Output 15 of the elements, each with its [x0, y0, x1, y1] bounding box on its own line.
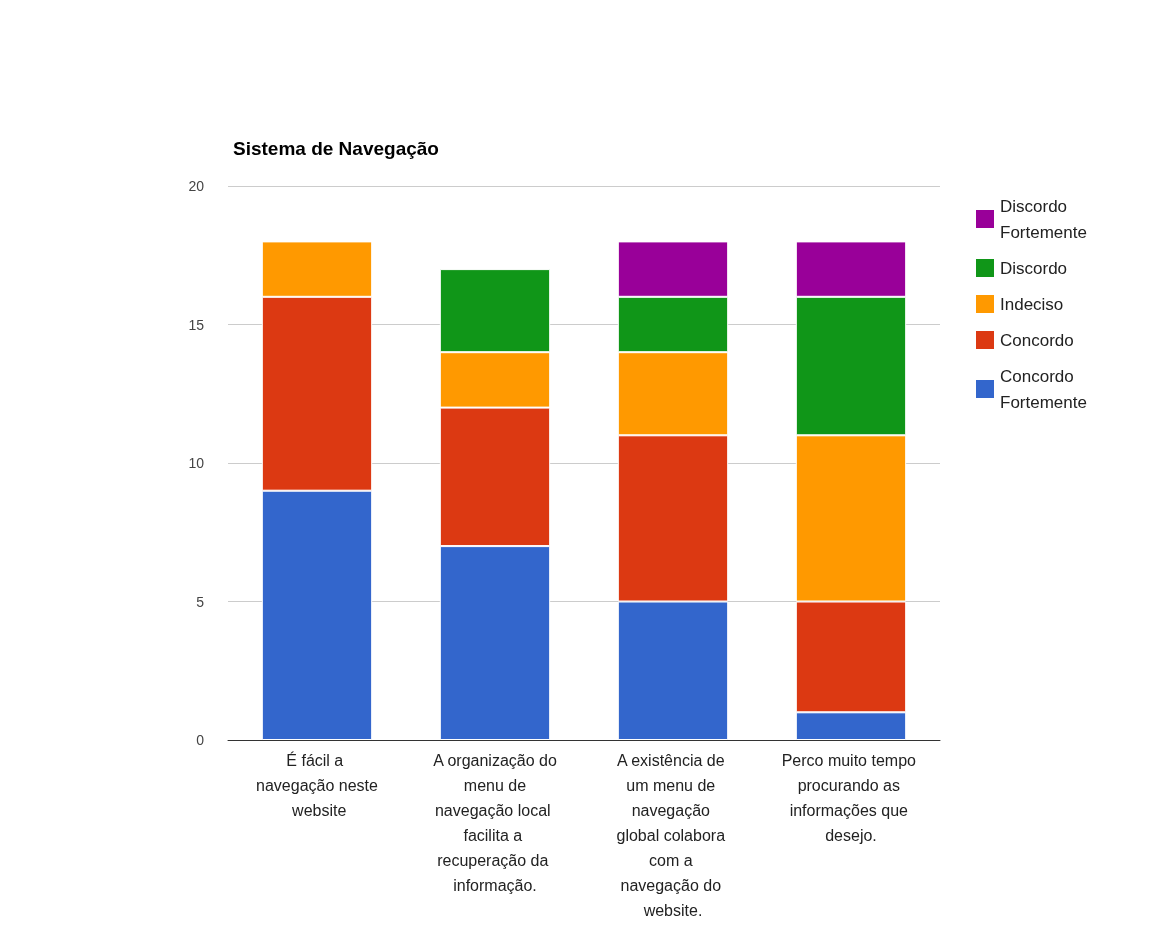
y-tick-label: 5 [196, 593, 205, 610]
x-tick-label: Perco muito tempo procurando as informações que desejo. [781, 752, 921, 844]
legend-label: Discordo Fortemente [1000, 196, 1087, 242]
legend-label: Discordo [1000, 258, 1068, 278]
x-tick-label: A existência de um menu de navegação global colabora com a navegação do website. [616, 752, 730, 919]
y-tick-label: 0 [196, 732, 205, 748]
x-tick-label: A organização do menu de navegação local facilita a recuperação da informação. [433, 752, 557, 894]
y-tick-label: 10 [188, 455, 205, 471]
chart-title: Sistema de Navegação [233, 138, 439, 159]
legend-label: Concordo [1000, 330, 1074, 350]
y-tick-label: 20 [188, 178, 205, 194]
y-tick-label: 15 [188, 316, 205, 333]
legend-label: Indeciso [1000, 294, 1064, 314]
x-tick-label: É fácil a navegação neste website [256, 751, 379, 819]
legend-label: Concordo Fortemente [1000, 366, 1087, 412]
